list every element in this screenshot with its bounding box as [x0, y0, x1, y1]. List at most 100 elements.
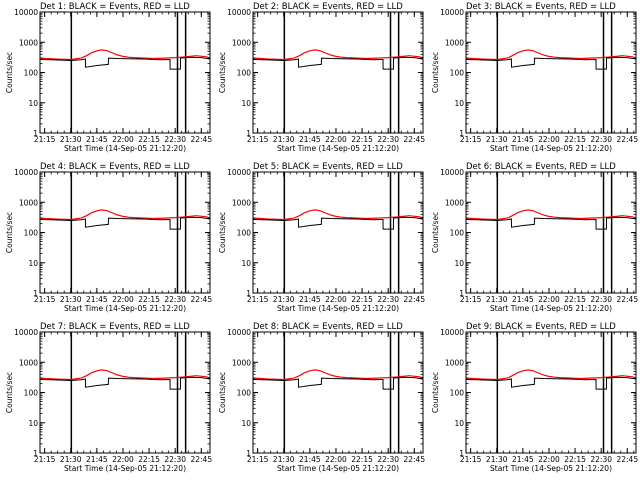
- x-tick-label: 22:30: [164, 455, 186, 464]
- x-tick-label: 22:30: [377, 455, 399, 464]
- series-lld: [252, 209, 424, 221]
- y-axis-label: Counts/sec: [5, 372, 14, 413]
- x-tick-label: 22:45: [190, 135, 212, 144]
- x-tick-label: 21:15: [460, 455, 482, 464]
- x-tick-label: 22:15: [351, 295, 373, 304]
- plot-frame: [252, 171, 424, 294]
- plot-frame: [39, 331, 211, 454]
- y-tick-label: 1: [246, 289, 251, 298]
- panel-title: Det 7: BLACK = Events, RED = LLD: [40, 322, 190, 332]
- y-axis-label: Counts/sec: [5, 212, 14, 253]
- x-tick-label: 21:30: [273, 135, 295, 144]
- x-tick-label: 22:30: [377, 135, 399, 144]
- panel-title: Det 3: BLACK = Events, RED = LLD: [466, 2, 616, 12]
- y-tick-label: 1: [33, 449, 38, 458]
- x-tick-label: 21:45: [299, 295, 321, 304]
- panel-title: Det 6: BLACK = Events, RED = LLD: [466, 162, 616, 172]
- x-tick-label: 21:15: [247, 295, 269, 304]
- x-tick-label: 21:30: [60, 135, 82, 144]
- series-lld: [39, 369, 211, 381]
- x-tick-label: 21:15: [34, 455, 56, 464]
- x-tick-label: 21:15: [247, 135, 269, 144]
- y-tick-label: 100: [450, 389, 465, 398]
- y-tick-label: 100: [450, 229, 465, 238]
- y-tick-label: 1: [459, 449, 464, 458]
- x-tick-label: 22:30: [377, 295, 399, 304]
- x-tick-label: 22:45: [616, 455, 638, 464]
- x-tick-label: 22:45: [616, 135, 638, 144]
- x-tick-label: 21:30: [486, 295, 508, 304]
- y-tick-label: 1000: [445, 198, 464, 207]
- x-tick-label: 22:15: [351, 455, 373, 464]
- x-tick-label: 21:45: [86, 135, 108, 144]
- x-tick-label: 21:45: [512, 295, 534, 304]
- y-axis-label: Counts/sec: [431, 372, 440, 413]
- series-lld: [39, 209, 211, 221]
- x-tick-label: 22:00: [325, 455, 347, 464]
- y-tick-label: 1000: [232, 38, 251, 47]
- panel-title: Det 1: BLACK = Events, RED = LLD: [40, 2, 190, 12]
- y-tick-label: 10000: [14, 168, 38, 177]
- y-tick-label: 1: [459, 289, 464, 298]
- x-tick-label: 22:00: [325, 295, 347, 304]
- x-tick-label: 22:45: [190, 455, 212, 464]
- x-tick-label: 22:45: [403, 295, 425, 304]
- y-tick-label: 10000: [227, 328, 251, 337]
- x-tick-label: 22:15: [351, 135, 373, 144]
- x-axis-label: Start Time (14-Sep-05 21:12:20): [277, 464, 399, 473]
- series-events: [252, 376, 424, 390]
- x-tick-label: 21:30: [60, 455, 82, 464]
- plot-frame: [39, 11, 211, 134]
- x-tick-label: 21:30: [486, 455, 508, 464]
- y-tick-label: 1000: [445, 358, 464, 367]
- y-tick-label: 100: [450, 69, 465, 78]
- y-tick-label: 1000: [19, 198, 38, 207]
- series-lld: [465, 49, 637, 61]
- plot-frame: [252, 331, 424, 454]
- y-tick-label: 10000: [227, 8, 251, 17]
- x-tick-label: 21:15: [34, 295, 56, 304]
- y-tick-label: 10000: [14, 8, 38, 17]
- series-lld: [252, 49, 424, 61]
- x-tick-label: 21:15: [34, 135, 56, 144]
- y-tick-label: 100: [237, 389, 252, 398]
- plot-frame: [465, 11, 637, 134]
- x-tick-label: 21:30: [60, 295, 82, 304]
- x-tick-label: 22:45: [403, 455, 425, 464]
- plot-frame: [465, 171, 637, 294]
- x-tick-label: 22:15: [138, 455, 160, 464]
- x-tick-label: 22:00: [112, 455, 134, 464]
- series-events: [39, 216, 211, 230]
- series-events: [465, 376, 637, 390]
- x-tick-label: 21:15: [460, 135, 482, 144]
- series-events: [252, 56, 424, 70]
- y-axis-label: Counts/sec: [5, 52, 14, 93]
- plot-frame: [39, 171, 211, 294]
- y-tick-label: 1: [246, 129, 251, 138]
- x-tick-label: 22:00: [112, 135, 134, 144]
- x-axis-label: Start Time (14-Sep-05 21:12:20): [64, 144, 186, 153]
- y-tick-label: 1: [459, 129, 464, 138]
- series-events: [465, 216, 637, 230]
- y-axis-label: Counts/sec: [431, 212, 440, 253]
- panel-title: Det 4: BLACK = Events, RED = LLD: [40, 162, 190, 172]
- series-events: [39, 56, 211, 70]
- x-tick-label: 21:15: [247, 455, 269, 464]
- y-axis-label: Counts/sec: [218, 52, 227, 93]
- series-events: [39, 376, 211, 390]
- y-tick-label: 10: [241, 419, 251, 428]
- x-tick-label: 21:30: [273, 455, 295, 464]
- x-tick-label: 22:45: [616, 295, 638, 304]
- y-tick-label: 10: [28, 419, 38, 428]
- x-tick-label: 22:30: [590, 295, 612, 304]
- x-axis-label: Start Time (14-Sep-05 21:12:20): [490, 464, 612, 473]
- series-lld: [465, 209, 637, 221]
- x-tick-label: 21:30: [486, 135, 508, 144]
- y-tick-label: 10000: [440, 8, 464, 17]
- x-tick-label: 22:45: [190, 295, 212, 304]
- x-tick-label: 22:15: [138, 135, 160, 144]
- x-tick-label: 22:15: [564, 455, 586, 464]
- y-tick-label: 10000: [440, 328, 464, 337]
- x-tick-label: 22:15: [564, 295, 586, 304]
